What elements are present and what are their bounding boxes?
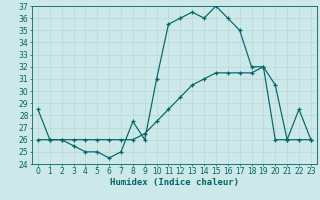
X-axis label: Humidex (Indice chaleur): Humidex (Indice chaleur) — [110, 178, 239, 187]
